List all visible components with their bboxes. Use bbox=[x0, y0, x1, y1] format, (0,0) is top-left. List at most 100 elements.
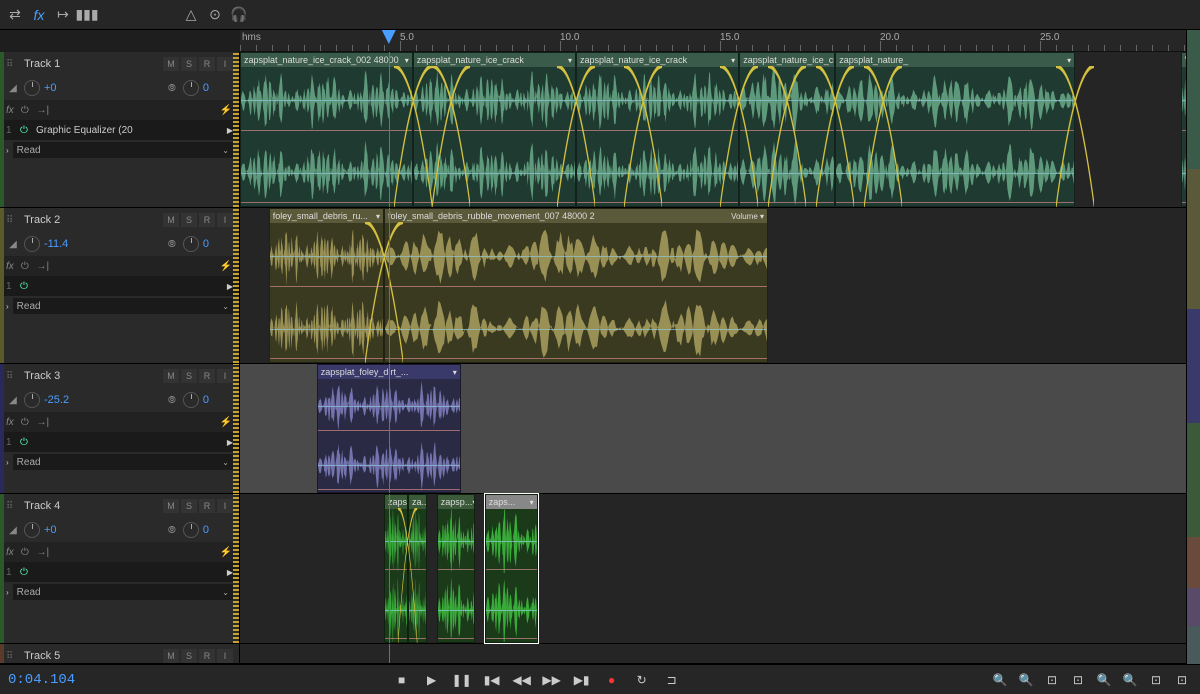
audio-clip[interactable]: zapsp...▾ bbox=[437, 494, 475, 643]
skip-back-button[interactable]: ▮◀ bbox=[482, 670, 502, 690]
track-header[interactable]: ⠿ Track 4 MSRI ◢ +0 ⦾ 0 fx ⏻ →| ⚡ 1 ⏻ ▶ bbox=[0, 494, 240, 643]
r-button[interactable]: R bbox=[199, 499, 215, 513]
clip-label[interactable]: zapsp...▾ bbox=[438, 495, 474, 509]
nav-segment[interactable] bbox=[1187, 423, 1200, 537]
skip-selection-button[interactable]: ⊐ bbox=[662, 670, 682, 690]
pan-knob[interactable] bbox=[183, 236, 199, 252]
record-button[interactable]: ● bbox=[602, 670, 622, 690]
track-header[interactable]: ⠿ Track 2 MSRI ◢ -11.4 ⦾ 0 fx ⏻ →| ⚡ 1 ⏻… bbox=[0, 208, 240, 363]
drag-handle-icon[interactable]: ⠿ bbox=[6, 651, 18, 662]
s-button[interactable]: S bbox=[181, 213, 197, 227]
track-lane[interactable]: foley_small_debris_ru...▾ foley_small_de… bbox=[240, 208, 1200, 363]
clip-label[interactable]: zapsplat_nature_ice_crack▾ bbox=[577, 53, 738, 67]
i-button[interactable]: I bbox=[217, 57, 233, 71]
track-name[interactable]: Track 2 bbox=[24, 214, 157, 226]
clip-label[interactable]: zaps...▾ bbox=[486, 495, 537, 509]
fx-route-icon[interactable]: →| bbox=[36, 103, 50, 117]
rewind-button[interactable]: ◀◀ bbox=[512, 670, 532, 690]
drag-handle-icon[interactable]: ⠿ bbox=[6, 215, 18, 226]
audio-clip[interactable]: zapsplat_nature_ice_crack▾ bbox=[413, 52, 576, 207]
r-button[interactable]: R bbox=[199, 369, 215, 383]
automation-mode-dropdown[interactable]: Read⌄ bbox=[13, 142, 233, 158]
volume-knob[interactable] bbox=[24, 522, 40, 538]
m-button[interactable]: M bbox=[163, 57, 179, 71]
expand-icon[interactable]: › bbox=[6, 458, 9, 467]
pause-button[interactable]: ❚❚ bbox=[452, 670, 472, 690]
m-button[interactable]: M bbox=[163, 369, 179, 383]
track-navigator[interactable] bbox=[1186, 30, 1200, 664]
pan-knob[interactable] bbox=[183, 80, 199, 96]
pan-value[interactable]: 0 bbox=[203, 394, 209, 406]
fx-power-icon[interactable]: ⏻ bbox=[18, 103, 32, 117]
fx-preset-icon[interactable]: ⚡ bbox=[219, 545, 233, 559]
nav-segment[interactable] bbox=[1187, 537, 1200, 588]
volume-knob[interactable] bbox=[24, 392, 40, 408]
fx-slot[interactable]: 1 ⏻ ▶ bbox=[0, 276, 239, 296]
automation-mode-dropdown[interactable]: Read⌄ bbox=[13, 454, 233, 470]
tool-fx-icon[interactable]: fx bbox=[28, 4, 50, 26]
tool-eq-icon[interactable]: ▮▮▮ bbox=[76, 4, 98, 26]
clip-label[interactable]: zapsplat_nature_▾ bbox=[836, 53, 1074, 67]
zoom-fit-icon[interactable]: ⊡ bbox=[1042, 670, 1062, 690]
audio-clip[interactable]: za...▾ bbox=[408, 494, 427, 643]
i-button[interactable]: I bbox=[217, 369, 233, 383]
audio-clip[interactable]: zaps...▾ bbox=[384, 494, 408, 643]
nav-segment[interactable] bbox=[1187, 30, 1200, 169]
zoom-v-out-icon[interactable]: 🔍 bbox=[1120, 670, 1140, 690]
volume-value[interactable]: -25.2 bbox=[44, 394, 69, 406]
zoom-v-fit-icon[interactable]: ⊡ bbox=[1146, 670, 1166, 690]
clip-label[interactable]: zapsplat_nature_ice_crack▾ bbox=[414, 53, 575, 67]
track-name[interactable]: Track 5 bbox=[24, 650, 157, 662]
skip-forward-button[interactable]: ▶▮ bbox=[572, 670, 592, 690]
s-button[interactable]: S bbox=[181, 57, 197, 71]
track-name[interactable]: Track 4 bbox=[24, 500, 157, 512]
m-button[interactable]: M bbox=[163, 499, 179, 513]
drag-handle-icon[interactable]: ⠿ bbox=[6, 59, 18, 70]
drag-handle-icon[interactable]: ⠿ bbox=[6, 371, 18, 382]
track-header[interactable]: ⠿ Track 3 MSRI ◢ -25.2 ⦾ 0 fx ⏻ →| ⚡ 1 ⏻… bbox=[0, 364, 240, 493]
forward-button[interactable]: ▶▶ bbox=[542, 670, 562, 690]
fx-slot[interactable]: 1 ⏻ ▶ bbox=[0, 432, 239, 452]
fx-preset-icon[interactable]: ⚡ bbox=[219, 259, 233, 273]
clip-label[interactable]: za...▾ bbox=[409, 495, 426, 509]
fx-slot[interactable]: 1 ⏻ ▶ bbox=[0, 562, 239, 582]
nav-segment[interactable] bbox=[1187, 626, 1200, 664]
fx-route-icon[interactable]: →| bbox=[36, 415, 50, 429]
pan-value[interactable]: 0 bbox=[203, 82, 209, 94]
tool-loop-icon[interactable]: ⇄ bbox=[4, 4, 26, 26]
fx-power-icon[interactable]: ⏻ bbox=[18, 545, 32, 559]
volume-knob[interactable] bbox=[24, 236, 40, 252]
timeline-ruler[interactable]: hms 5.010.015.020.025.030.0 bbox=[240, 30, 1200, 52]
fx-power-icon[interactable]: ⏻ bbox=[18, 259, 32, 273]
audio-clip[interactable]: zapsplat_nature_▾ bbox=[835, 52, 1075, 207]
r-button[interactable]: R bbox=[199, 213, 215, 227]
metronome-icon[interactable]: △ bbox=[180, 4, 202, 26]
zoom-out-icon[interactable]: 🔍 bbox=[1016, 670, 1036, 690]
zoom-in-icon[interactable]: 🔍 bbox=[990, 670, 1010, 690]
volume-value[interactable]: +0 bbox=[44, 82, 57, 94]
timecode-display[interactable]: 0:04.104 bbox=[0, 672, 83, 688]
track-lane[interactable]: zapsplat_foley_dirt_...▾ bbox=[240, 364, 1200, 493]
tool-send-icon[interactable]: ↦ bbox=[52, 4, 74, 26]
audio-clip[interactable]: zaps...▾ bbox=[485, 494, 538, 643]
loop-button[interactable]: ↻ bbox=[632, 670, 652, 690]
fx-slot[interactable]: 1 ⏻ Graphic Equalizer (20 ▶ bbox=[0, 120, 239, 140]
audio-clip[interactable]: foley_small_debris_rubble_movement_007 4… bbox=[384, 208, 768, 363]
audio-clip[interactable]: zapsplat_nature_ice_crack▾ bbox=[576, 52, 739, 207]
clip-label[interactable]: zapsplat_nature_ice_crack_006 480▾ bbox=[740, 53, 834, 67]
fx-preset-icon[interactable]: ⚡ bbox=[219, 415, 233, 429]
zoom-v-in-icon[interactable]: 🔍 bbox=[1094, 670, 1114, 690]
track-header[interactable]: ⠿ Track 1 MSRI ◢ +0 ⦾ 0 fx ⏻ →| ⚡ 1 ⏻ Gr… bbox=[0, 52, 240, 207]
i-button[interactable]: I bbox=[217, 499, 233, 513]
nav-segment[interactable] bbox=[1187, 588, 1200, 626]
pan-knob[interactable] bbox=[183, 392, 199, 408]
track-lane[interactable]: zaps...▾ za...▾ zapsp...▾ bbox=[240, 494, 1200, 643]
fx-route-icon[interactable]: →| bbox=[36, 545, 50, 559]
track-name[interactable]: Track 1 bbox=[24, 58, 157, 70]
clip-label[interactable]: foley_small_debris_rubble_movement_007 4… bbox=[385, 209, 767, 223]
playhead-flag[interactable] bbox=[382, 30, 396, 44]
clip-label[interactable]: zapsplat_nature_ice_crack_002 48000▾ bbox=[241, 53, 412, 67]
volume-value[interactable]: +0 bbox=[44, 524, 57, 536]
track-name[interactable]: Track 3 bbox=[24, 370, 157, 382]
fx-power-icon[interactable]: ⏻ bbox=[18, 415, 32, 429]
